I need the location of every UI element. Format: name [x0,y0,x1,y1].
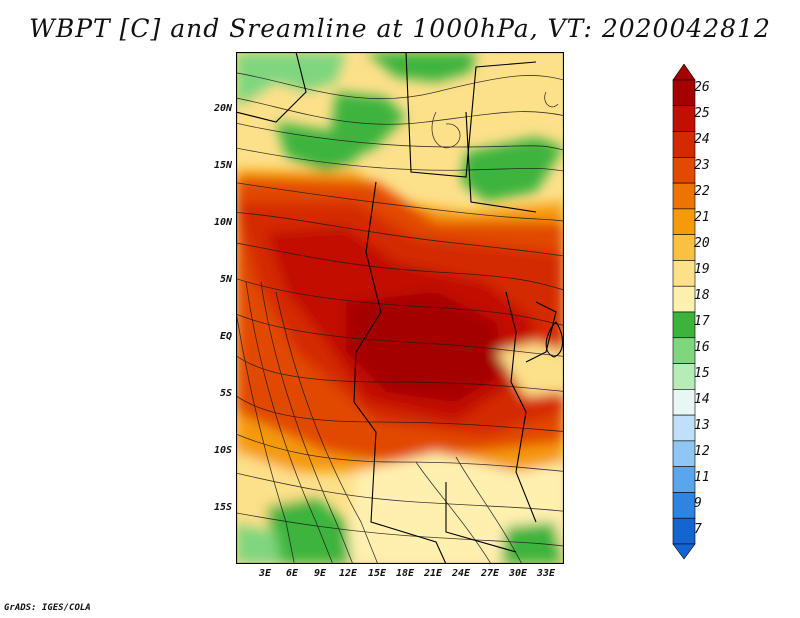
lon-label: 6E [285,568,299,579]
colorbar-swatch [672,157,696,184]
lat-label: 10N [213,217,232,228]
colorbar-label: 24 [694,132,710,147]
lon-label: 3E [258,568,272,579]
colorbar [672,64,696,560]
colorbar-swatch [672,440,696,467]
colorbar-swatch [672,466,696,493]
colorbar-swatch [672,182,696,210]
colorbar-swatch [672,492,696,519]
lon-label: 18E [395,568,415,579]
colorbar-label: 17 [694,314,710,329]
colorbar-swatch [672,337,696,364]
colorbar-label: 12 [694,444,710,459]
colorbar-swatch [672,131,696,158]
lon-label: 21E [423,568,443,579]
map-title: WBPT [C] and Sreamline at 1000hPa, VT: 2… [29,14,771,43]
map-panel [236,52,564,564]
lon-label: 30E [508,568,528,579]
colorbar-label: 21 [694,210,710,225]
colorbar-label: 18 [694,288,710,303]
colorbar-label: 14 [694,392,710,407]
colorbar-label: 15 [694,366,710,381]
lon-label: 9E [313,568,327,579]
colorbar-label: 19 [694,262,710,277]
colorbar-label: 23 [694,158,710,173]
colorbar-swatch [672,414,696,442]
colorbar-swatch [672,389,696,416]
colorbar-swatch [672,285,696,313]
colorbar-label: 26 [694,80,710,95]
colorbar-bottom-triangle [672,543,696,560]
lon-label: 12E [338,568,358,579]
colorbar-swatch [672,105,696,132]
colorbar-swatch [672,234,696,261]
colorbar-swatch [672,363,696,390]
colorbar-swatch [672,311,696,339]
colorbar-label: 22 [694,184,710,199]
colorbar-swatch [672,79,696,107]
lat-label: 15N [213,160,232,171]
colorbar-label: 16 [694,340,710,355]
lon-label: 33E [536,568,556,579]
colorbar-top-triangle [672,64,696,81]
lon-label: 15E [367,568,387,579]
colorbar-label: 20 [694,236,710,251]
grads-credit: GrADS: IGES/COLA [4,603,91,613]
lat-label: 10S [213,445,232,456]
lon-label: 27E [480,568,500,579]
lat-label: 15S [213,502,232,513]
colorbar-label: 13 [694,418,710,433]
colorbar-swatch [672,208,696,235]
colorbar-label: 7 [694,522,702,537]
lon-label: 24E [451,568,471,579]
lat-label: 5S [219,388,232,399]
colorbar-label: 11 [694,470,710,485]
colorbar-label: 9 [694,496,702,511]
wbpt-field-map [236,52,564,564]
colorbar-swatch [672,260,696,287]
lat-label: EQ [219,331,232,342]
colorbar-label: 25 [694,106,710,121]
lat-label: 5N [219,274,232,285]
colorbar-swatch [672,517,696,545]
lat-label: 20N [213,103,232,114]
